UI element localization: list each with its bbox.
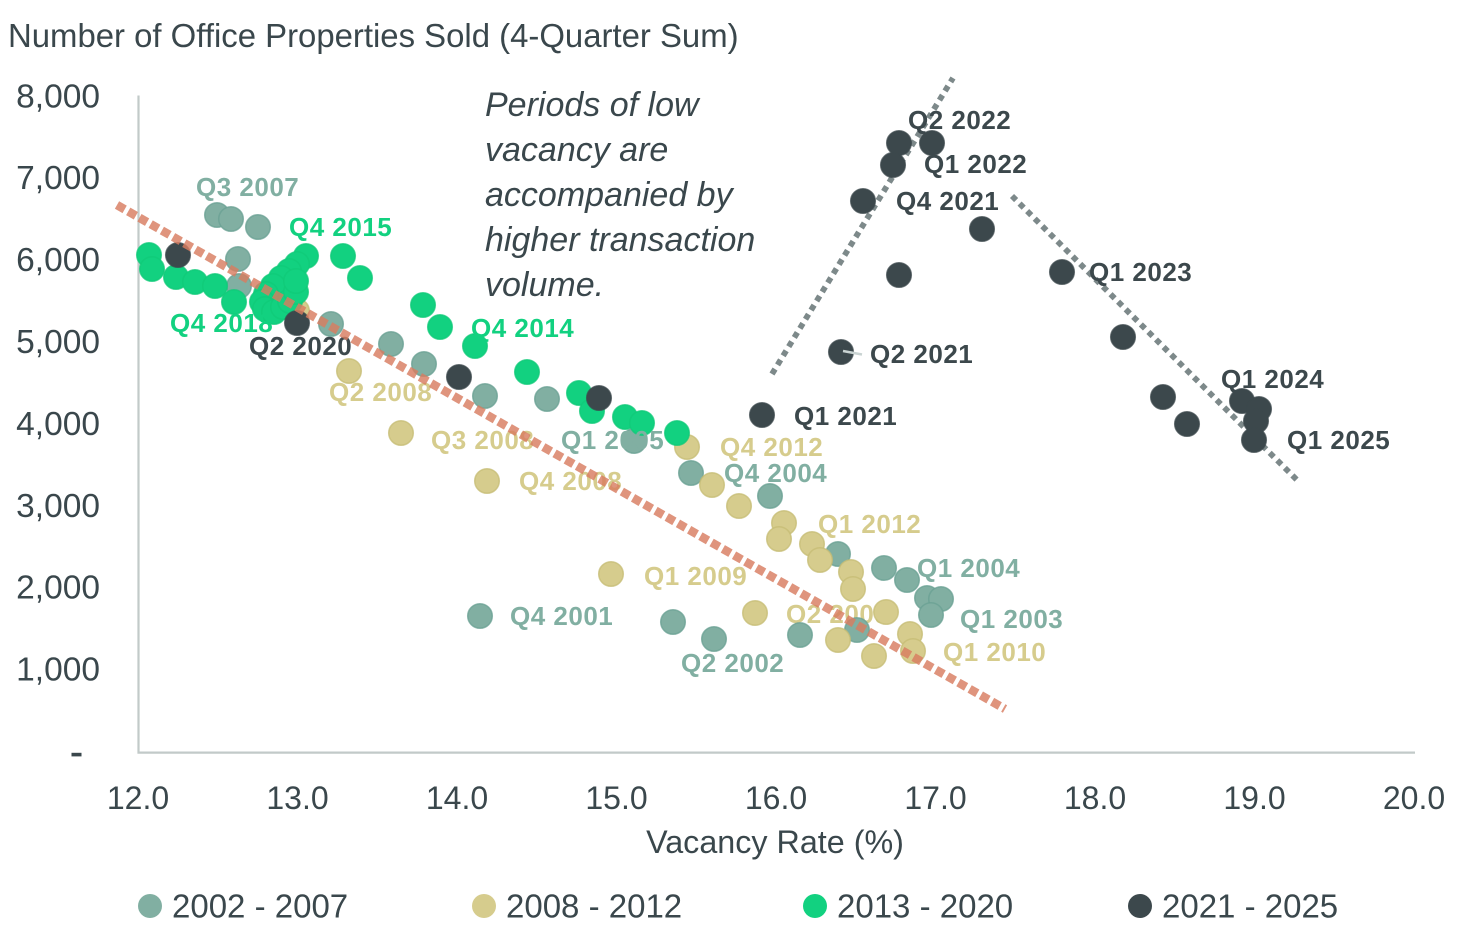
svg-text:12.0: 12.0: [107, 780, 169, 816]
svg-text:13.0: 13.0: [266, 780, 328, 816]
svg-text:14.0: 14.0: [426, 780, 488, 816]
svg-text:Q2 2008: Q2 2008: [329, 377, 432, 407]
svg-text:higher transaction: higher transaction: [485, 221, 755, 259]
svg-text:Q2 2022: Q2 2022: [908, 105, 1011, 135]
svg-text:16.0: 16.0: [745, 780, 807, 816]
svg-text:20.0: 20.0: [1383, 780, 1445, 816]
svg-text:Q1 2009: Q1 2009: [644, 561, 747, 591]
svg-text:3,000: 3,000: [16, 488, 100, 525]
svg-text:Q4 2014: Q4 2014: [471, 313, 574, 343]
svg-text:Vacancy Rate (%): Vacancy Rate (%): [646, 824, 904, 860]
svg-text:Q2 2002: Q2 2002: [681, 648, 784, 678]
svg-text:2021 - 2025: 2021 - 2025: [1162, 888, 1338, 925]
svg-text:vacancy are: vacancy are: [485, 131, 668, 169]
svg-text:17.0: 17.0: [904, 780, 966, 816]
svg-text:Periods of low: Periods of low: [485, 86, 701, 124]
svg-text:2,000: 2,000: [16, 570, 100, 607]
svg-text:Q2 2020: Q2 2020: [249, 331, 352, 361]
svg-text:Q1 2025: Q1 2025: [1287, 425, 1390, 455]
svg-text:18.0: 18.0: [1064, 780, 1126, 816]
svg-text:6,000: 6,000: [16, 242, 100, 279]
svg-text:Q4 2015: Q4 2015: [289, 212, 392, 242]
svg-text:Q2 2021: Q2 2021: [870, 339, 973, 369]
svg-text:Q4 2018: Q4 2018: [170, 308, 273, 338]
svg-text:Q4 2012: Q4 2012: [720, 432, 823, 462]
svg-text:5,000: 5,000: [16, 324, 100, 361]
svg-text:8,000: 8,000: [16, 78, 100, 115]
svg-text:Number of Office Properties So: Number of Office Properties Sold (4-Quar…: [8, 17, 739, 54]
svg-text:Q4 2001: Q4 2001: [510, 601, 613, 631]
svg-text:Q1 2005: Q1 2005: [561, 425, 664, 455]
svg-text:volume.: volume.: [485, 266, 604, 304]
svg-text:Q1 2004: Q1 2004: [917, 553, 1020, 583]
svg-text:Q1 2022: Q1 2022: [924, 149, 1027, 179]
svg-text:accompanied by: accompanied by: [485, 176, 735, 214]
svg-text:Q1 2024: Q1 2024: [1221, 364, 1324, 394]
svg-text:4,000: 4,000: [16, 406, 100, 443]
svg-text:2008 - 2012: 2008 - 2012: [506, 888, 682, 925]
svg-text:7,000: 7,000: [16, 160, 100, 197]
svg-text:2002 - 2007: 2002 - 2007: [172, 888, 348, 925]
svg-text:Q1 2012: Q1 2012: [818, 509, 921, 539]
svg-text:Q4 2004: Q4 2004: [724, 458, 827, 488]
svg-text:Q1 2010: Q1 2010: [943, 637, 1046, 667]
svg-text:1,000: 1,000: [16, 652, 100, 689]
svg-text:15.0: 15.0: [585, 780, 647, 816]
svg-text:19.0: 19.0: [1223, 780, 1285, 816]
svg-text:Q1 2021: Q1 2021: [794, 401, 897, 431]
svg-text:Q1 2023: Q1 2023: [1089, 257, 1192, 287]
svg-text:Q3 2007: Q3 2007: [196, 172, 299, 202]
svg-text:Q1 2003: Q1 2003: [960, 604, 1063, 634]
svg-text:Q4 2021: Q4 2021: [896, 186, 999, 216]
svg-text:2013 - 2020: 2013 - 2020: [837, 888, 1013, 925]
